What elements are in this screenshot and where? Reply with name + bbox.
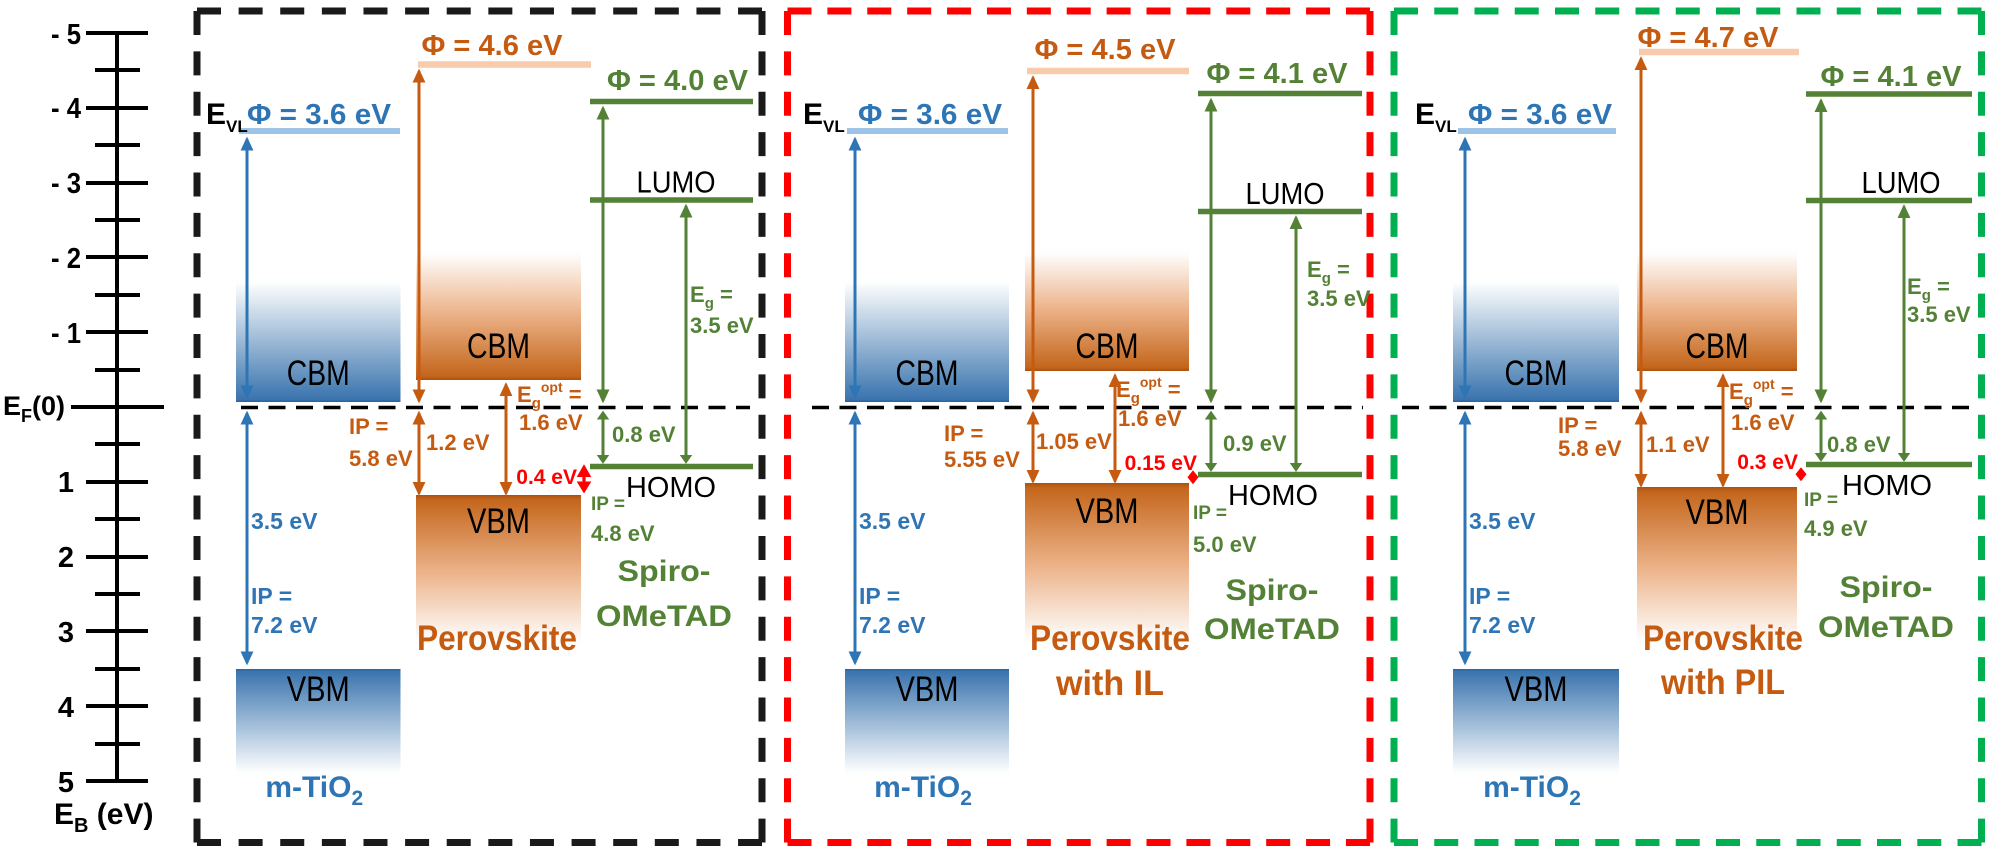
svg-text:1.6 eV: 1.6 eV — [1118, 406, 1182, 431]
svg-text:with PIL: with PIL — [1660, 663, 1785, 702]
svg-text:5.55 eV: 5.55 eV — [944, 447, 1020, 472]
svg-text:3.5 eV: 3.5 eV — [690, 313, 754, 338]
svg-text:7.2 eV: 7.2 eV — [251, 612, 318, 638]
svg-text:Φ = 4.5 eV: Φ = 4.5 eV — [1035, 34, 1177, 66]
svg-text:1: 1 — [58, 467, 74, 499]
svg-text:- 4: - 4 — [51, 93, 81, 125]
svg-text:5.8 eV: 5.8 eV — [1558, 436, 1622, 461]
svg-text:with IL: with IL — [1055, 664, 1164, 703]
svg-text:Φ = 4.0 eV: Φ = 4.0 eV — [607, 65, 749, 97]
svg-text:CBM: CBM — [467, 327, 530, 366]
svg-text:- 2: - 2 — [51, 243, 81, 275]
svg-text:HOMO: HOMO — [626, 472, 716, 504]
svg-text:IP =: IP = — [1469, 583, 1510, 609]
svg-text:IP =: IP = — [591, 494, 625, 515]
svg-text:0.9 eV: 0.9 eV — [1223, 431, 1287, 456]
svg-text:VBM: VBM — [1505, 670, 1568, 709]
svg-text:3.5 eV: 3.5 eV — [251, 508, 318, 534]
svg-text:3.5 eV: 3.5 eV — [1307, 286, 1371, 311]
svg-text:Perovskite: Perovskite — [1030, 619, 1190, 658]
svg-text:0.4 eV: 0.4 eV — [516, 466, 577, 489]
svg-text:- 5: - 5 — [51, 19, 81, 51]
svg-text:Eg =: Eg = — [1907, 274, 1950, 304]
svg-text:LUMO: LUMO — [1862, 165, 1941, 200]
svg-text:1.2 eV: 1.2 eV — [426, 430, 490, 455]
svg-text:Spiro-: Spiro- — [618, 555, 711, 588]
svg-text:m-TiO2: m-TiO2 — [1483, 771, 1581, 810]
svg-text:Spiro-: Spiro- — [1840, 571, 1933, 604]
svg-text:EVL: EVL — [803, 98, 845, 136]
svg-text:- 3: - 3 — [51, 168, 81, 200]
svg-text:5: 5 — [58, 767, 74, 799]
svg-text:Φ = 4.7 eV: Φ = 4.7 eV — [1638, 22, 1780, 54]
svg-text:OMeTAD: OMeTAD — [1818, 611, 1954, 644]
svg-text:5.0 eV: 5.0 eV — [1193, 532, 1257, 557]
svg-text:IP =: IP = — [944, 421, 983, 446]
svg-text:Φ = 3.6 eV: Φ = 3.6 eV — [247, 99, 392, 131]
svg-text:0.3 eV: 0.3 eV — [1737, 451, 1798, 474]
svg-text:0.15 eV: 0.15 eV — [1125, 452, 1197, 475]
svg-text:3.5 eV: 3.5 eV — [1469, 508, 1536, 534]
svg-text:Φ = 3.6 eV: Φ = 3.6 eV — [858, 99, 1003, 131]
svg-text:1.05 eV: 1.05 eV — [1036, 429, 1112, 454]
svg-text:4.8 eV: 4.8 eV — [591, 521, 655, 546]
svg-text:Spiro-: Spiro- — [1226, 574, 1319, 607]
svg-text:IP =: IP = — [251, 583, 292, 609]
svg-text:m-TiO2: m-TiO2 — [265, 771, 363, 810]
svg-text:VBM: VBM — [896, 670, 959, 709]
svg-text:Eg =: Eg = — [690, 282, 733, 312]
svg-text:HOMO: HOMO — [1842, 470, 1932, 502]
svg-text:Egopt =: Egopt = — [1116, 374, 1181, 407]
svg-text:CBM: CBM — [896, 354, 959, 393]
svg-text:1.1 eV: 1.1 eV — [1646, 432, 1710, 457]
svg-text:- 1: - 1 — [51, 318, 81, 350]
svg-text:0.8 eV: 0.8 eV — [612, 422, 676, 447]
svg-text:VBM: VBM — [467, 502, 530, 541]
svg-text:IP =: IP = — [859, 583, 900, 609]
svg-text:EVL: EVL — [1415, 98, 1457, 136]
svg-text:IP =: IP = — [1558, 413, 1597, 438]
svg-text:EF(0): EF(0) — [3, 391, 65, 426]
svg-text:IP =: IP = — [349, 414, 388, 439]
svg-text:1.6 eV: 1.6 eV — [519, 410, 583, 435]
svg-text:EVL: EVL — [206, 98, 248, 136]
svg-text:LUMO: LUMO — [1246, 176, 1325, 211]
svg-text:Eg =: Eg = — [1307, 257, 1350, 287]
svg-text:3.5 eV: 3.5 eV — [1907, 302, 1971, 327]
svg-text:LUMO: LUMO — [637, 165, 716, 200]
svg-text:5.8 eV: 5.8 eV — [349, 446, 413, 471]
svg-text:Perovskite: Perovskite — [1643, 619, 1803, 658]
svg-text:4.9 eV: 4.9 eV — [1804, 516, 1868, 541]
svg-text:3.5 eV: 3.5 eV — [859, 508, 926, 534]
svg-text:OMeTAD: OMeTAD — [596, 600, 732, 633]
svg-text:CBM: CBM — [287, 354, 350, 393]
svg-text:Perovskite: Perovskite — [417, 619, 577, 658]
svg-text:1.6 eV: 1.6 eV — [1731, 410, 1795, 435]
svg-text:Φ = 3.6 eV: Φ = 3.6 eV — [1468, 99, 1613, 131]
svg-text:7.2 eV: 7.2 eV — [1469, 612, 1536, 638]
svg-text:IP =: IP = — [1804, 490, 1838, 511]
svg-text:OMeTAD: OMeTAD — [1204, 613, 1340, 646]
svg-text:EB (eV): EB (eV) — [54, 798, 153, 837]
svg-text:4: 4 — [58, 692, 74, 724]
svg-text:0.8 eV: 0.8 eV — [1827, 432, 1891, 457]
svg-text:CBM: CBM — [1686, 327, 1749, 366]
svg-text:Φ = 4.1 eV: Φ = 4.1 eV — [1821, 61, 1963, 93]
svg-text:VBM: VBM — [287, 670, 350, 709]
svg-text:IP =: IP = — [1193, 503, 1227, 524]
svg-text:2: 2 — [58, 542, 74, 574]
svg-text:m-TiO2: m-TiO2 — [874, 771, 972, 810]
svg-text:Egopt =: Egopt = — [1729, 376, 1794, 409]
svg-text:CBM: CBM — [1505, 354, 1568, 393]
svg-text:Φ = 4.6 eV: Φ = 4.6 eV — [422, 30, 564, 62]
svg-text:VBM: VBM — [1076, 492, 1139, 531]
svg-text:CBM: CBM — [1076, 327, 1139, 366]
svg-text:Φ = 4.1 eV: Φ = 4.1 eV — [1207, 58, 1349, 90]
svg-text:7.2 eV: 7.2 eV — [859, 612, 926, 638]
svg-text:HOMO: HOMO — [1228, 480, 1318, 512]
svg-text:VBM: VBM — [1686, 493, 1749, 532]
svg-text:3: 3 — [58, 617, 74, 649]
